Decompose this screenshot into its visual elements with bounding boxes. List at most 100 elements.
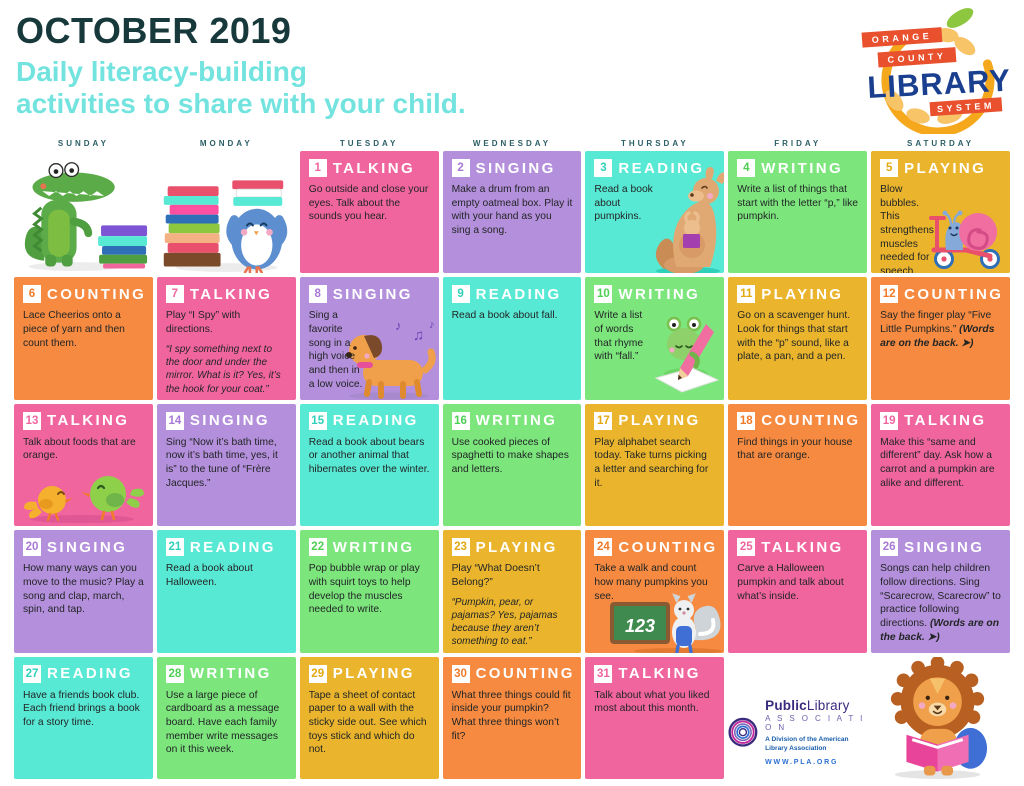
day-number: 15 [308,411,327,430]
day-text: Take a walk and count how many pumpkins … [594,563,708,602]
day-cell-24: 24 COUNTING Take a walk and count how man… [585,530,725,653]
day-text: Sing “Now it’s bath time, now it’s bath … [165,436,278,489]
day-number: 7 [165,285,184,304]
day-category: TALKING [332,159,416,177]
crocodile-books-illustration [14,151,153,273]
day-number: 30 [451,664,470,683]
day-category: COUNTING [761,412,861,430]
day-category: PLAYING [475,538,558,556]
day-cell-22: 22 WRITING Pop bubble wrap or play with s… [299,530,439,653]
day-text: Make a drum from an empty oatmeal box. P… [451,184,573,237]
day-cell-28: 28 WRITING Use a large piece of cardboard… [156,656,296,779]
day-category: READING [618,159,705,177]
day-note: (Words are on the back. ➤) [880,324,995,349]
day-number: 1 [308,159,327,177]
weekday-monday: MONDAY [199,139,253,148]
day-number: 17 [594,411,613,430]
day-text: Read a book about fall. [451,310,558,322]
day-number: 24 [594,538,613,557]
pla-url: WWW.PLA.ORG [765,758,839,766]
day-text: Use a large piece of cardboard as a mess… [165,689,280,756]
dog-music-notes-icon: ♪ ♫ ♪ [345,318,436,400]
day-cell-18: 18 COUNTING Find things in your house tha… [728,403,868,527]
pla-association: A S S O C I A T I O N [765,713,865,732]
day-text: Play “I Spy” with directions. [165,310,241,336]
day-number: 31 [594,664,613,683]
day-category: TALKING [47,412,130,430]
day-cell-13: 13 TALKING Talk about foods that are oran… [14,403,153,527]
subtitle-line-2: activities to share with your child. [16,88,466,120]
weekday-header-row: SUNDAY MONDAY TUESDAY WEDNESDAY THURSDAY… [14,139,1010,148]
day-cell-26: 26 SINGING Songs can help children follow… [871,530,1010,653]
day-cell-2: 2 SINGING Make a drum from an empty oatme… [442,151,582,274]
squirrel-chalkboard-icon: 123 [610,592,723,653]
day-cell-3: 3 READING Read a book about pumpkins. [585,151,725,274]
day-number: 23 [451,538,470,557]
pla-logo: PublicLibrary A S S O C I A T I O N A Di… [728,657,867,779]
day-category: TALKING [904,412,987,430]
book-stack-icon [98,225,148,269]
day-text: Talk about foods that are orange. [23,436,136,462]
day-category: WRITING [475,412,558,430]
day-category: SINGING [189,412,270,430]
day-number: 12 [880,285,899,304]
day-text: Read a book about Halloween. [165,563,253,588]
day-number: 10 [594,285,613,304]
page-subtitle: Daily literacy-building activities to sh… [16,56,466,120]
day-category: PLAYING [618,412,701,430]
day-number: 25 [737,538,756,557]
lion-reading-illustration [871,656,1010,779]
day-category: SINGING [904,538,985,556]
day-number: 29 [308,664,327,683]
day-text: Say the finger play “Five Little Pumpkin… [880,310,995,349]
day-cell-25: 25 TALKING Carve a Halloween pumpkin and … [728,530,868,653]
day-category: WRITING [618,285,701,303]
pla-division: A Division of the American Library Assoc… [765,735,849,752]
day-text: Play “What Doesn’t Belong?” [451,563,540,588]
day-number: 16 [451,411,470,430]
lion-icon [891,656,988,779]
page-title: OCTOBER 2019 [16,10,292,51]
day-text: Go on a scavenger hunt. Look for things … [737,310,851,363]
weekday-friday: FRIDAY [774,139,822,148]
day-number: 19 [880,411,899,430]
day-cell-4: 4 WRITING Write a list of things that sta… [728,151,868,274]
day-cell-31: 31 TALKING Talk about what you liked most… [585,656,725,779]
day-cell-12: 12 COUNTING Say the finger play “Five Lit… [871,277,1010,400]
music-note-icon: ♫ [413,327,424,344]
subtitle-line-1: Daily literacy-building [16,56,307,87]
day-number: 9 [451,285,470,304]
day-category: WRITING [332,538,415,556]
day-cell-9: 9 READING Read a book about fall. [442,277,582,400]
day-cell-23: 23 PLAYING Play “What Doesn’t Belong?” “P… [442,530,582,653]
day-text: Write a list of words that rhyme with “f… [594,310,644,363]
day-category: COUNTING [475,665,575,683]
svg-text:ORANGE: ORANGE [871,31,932,45]
day-cell-10: 10 WRITING Write a list of words that rhy… [585,277,725,400]
day-cell-1: 1 TALKING Go outside and close your eyes.… [299,151,439,274]
svg-text:COUNTY: COUNTY [887,51,947,65]
day-number: 21 [165,538,184,557]
day-cell-14: 14 SINGING Sing “Now it’s bath time, now … [156,403,296,527]
frog-with-pencil-icon [654,316,720,393]
day-text: Find things in your house that are orang… [737,436,853,462]
day-text: How many ways can you move to the music?… [23,563,144,616]
day-text: Sing a favorite song in a high voice and… [308,310,363,390]
day-number: 4 [737,159,756,177]
day-note: “I spy something next to the door and un… [165,343,281,395]
day-number: 20 [23,538,41,557]
day-text: Write a list of things that start with t… [737,184,859,223]
music-note-icon: ♪ [429,319,435,331]
day-category: READING [475,285,562,303]
day-number: 22 [308,538,327,557]
day-number: 13 [23,411,41,430]
day-category: PLAYING [904,159,987,177]
day-note: “Pumpkin, pear, or pajamas? Yes, pajamas… [451,596,558,648]
day-category: TALKING [761,538,844,556]
day-cell-29: 29 PLAYING Tape a sheet of contact paper … [299,656,439,779]
day-category: WRITING [761,159,844,177]
day-text: Read a book about pumpkins. [594,184,653,223]
day-text: Pop bubble wrap or play with squirt toys… [308,563,420,616]
book-stack-icon [163,186,221,267]
